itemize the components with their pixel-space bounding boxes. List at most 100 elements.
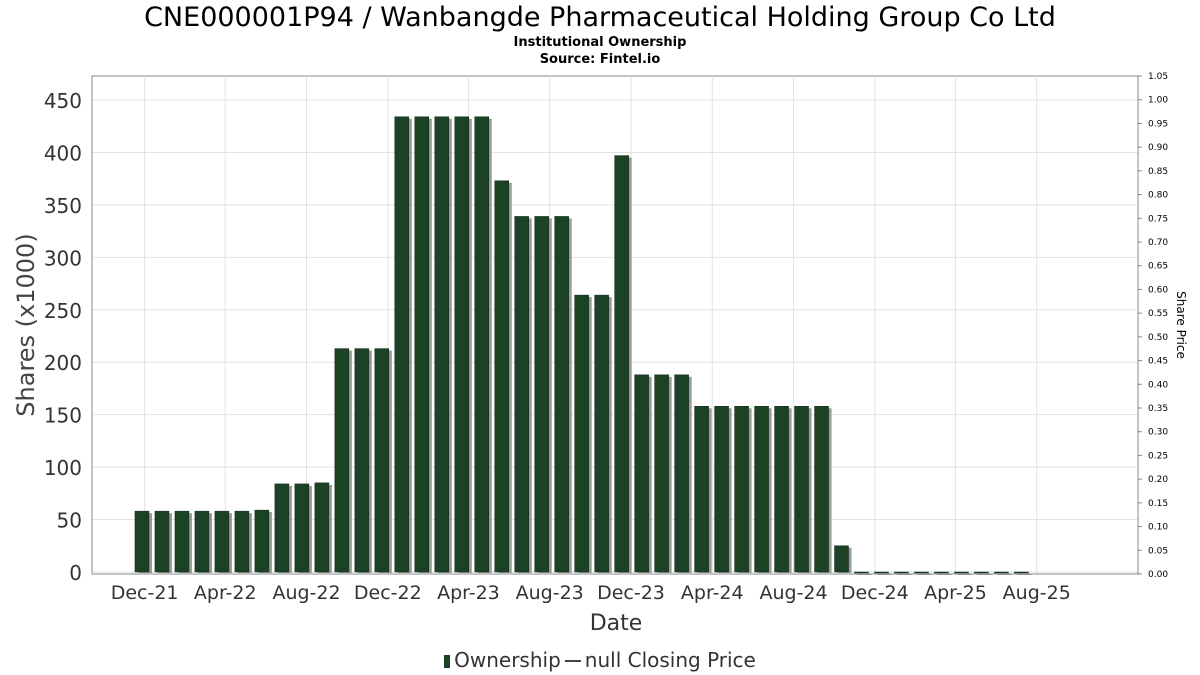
x-axis-label: Date xyxy=(590,611,643,636)
ownership-bar xyxy=(874,571,889,574)
x-tick-label: Apr-25 xyxy=(924,582,987,604)
price-line-icon xyxy=(564,660,581,662)
ownership-swatch-icon xyxy=(444,655,451,668)
ownership-bar xyxy=(794,406,809,573)
legend: Ownership null Closing Price xyxy=(0,648,1200,672)
y-tick-label: 400 xyxy=(44,141,82,165)
chart-source: Source: Fintel.io xyxy=(539,52,661,67)
ownership-bar xyxy=(394,116,410,573)
y2-tick-label: 0.15 xyxy=(1148,499,1168,509)
ownership-bar xyxy=(214,510,230,573)
ownership-bar xyxy=(954,571,969,574)
ownership-bar xyxy=(914,571,929,574)
ownership-bar xyxy=(494,180,509,573)
chart-title: CNE000001P94 / Wanbangde Pharmaceutical … xyxy=(144,2,1056,33)
y-tick-label: 300 xyxy=(44,246,82,270)
y2-tick-label: 0.50 xyxy=(1148,333,1168,343)
ownership-bar xyxy=(754,406,769,573)
y2-tick-label: 0.60 xyxy=(1148,285,1168,295)
ownership-bar xyxy=(414,116,430,573)
chart-subtitle: Institutional Ownership xyxy=(513,35,687,50)
y2-tick-label: 0.20 xyxy=(1148,475,1168,485)
ownership-bar xyxy=(474,116,490,573)
y2-tick-label: 0.75 xyxy=(1148,214,1168,224)
ownership-bar xyxy=(674,374,689,573)
ownership-bar xyxy=(814,406,829,573)
ownership-bar xyxy=(574,294,589,573)
y2-tick-label: 0.00 xyxy=(1148,570,1168,580)
ownership-bar xyxy=(294,483,310,573)
ownership-bar xyxy=(634,374,649,573)
x-tick-label: Dec-22 xyxy=(354,582,422,604)
axes: 0 50 100 150 200 250 300 350 400 450 Dec-21 Apr-22 A… xyxy=(44,72,1169,604)
y-tick-label: 200 xyxy=(44,351,82,375)
y2-tick-label: 0.35 xyxy=(1148,404,1168,414)
y2-tick-label: 1.00 xyxy=(1148,96,1168,106)
x-tick-label: Aug-24 xyxy=(759,582,827,604)
x-tick-label: Dec-21 xyxy=(111,582,179,604)
y2-tick-label: 0.70 xyxy=(1148,238,1168,248)
ownership-bar xyxy=(714,406,729,573)
ownership-bar xyxy=(254,509,270,573)
ownership-bar xyxy=(454,116,470,573)
ownership-bar xyxy=(274,483,290,573)
y2-tick-label: 0.25 xyxy=(1148,451,1168,461)
y2-tick-label: 0.05 xyxy=(1148,546,1168,556)
ownership-bar xyxy=(734,406,749,573)
ownership-bar xyxy=(1014,571,1029,574)
y2-tick-label: 1.05 xyxy=(1148,72,1168,82)
x-tick-label: Apr-24 xyxy=(681,582,744,604)
ownership-bar xyxy=(934,571,949,574)
ownership-bar xyxy=(994,571,1009,574)
y2-tick-label: 0.95 xyxy=(1148,119,1168,129)
ownership-bar xyxy=(654,374,669,573)
x-tick-label: Apr-23 xyxy=(437,582,500,604)
ownership-bar xyxy=(354,348,370,573)
y-tick-label: 250 xyxy=(44,299,82,323)
ownership-bar xyxy=(134,510,150,573)
ownership-bar xyxy=(514,216,529,573)
ownership-bar xyxy=(974,571,989,574)
y2-tick-label: 0.65 xyxy=(1148,262,1168,272)
x-tick-label: Aug-22 xyxy=(272,582,340,604)
y-axis-label: Shares (x1000) xyxy=(12,233,40,416)
x-tick-label: Aug-23 xyxy=(516,582,584,604)
ownership-bar xyxy=(334,348,350,573)
y2-tick-label: 0.55 xyxy=(1148,309,1168,319)
y-tick-label: 100 xyxy=(44,456,82,480)
y2-tick-label: 0.80 xyxy=(1148,191,1168,201)
ownership-bar xyxy=(694,406,709,573)
y-tick-label: 350 xyxy=(44,194,82,218)
ownership-bar xyxy=(614,155,629,573)
ownership-bar xyxy=(774,406,789,573)
ownership-bar xyxy=(194,510,210,573)
y-tick-label: 150 xyxy=(44,404,82,428)
y2-tick-label: 0.85 xyxy=(1148,167,1168,177)
x-tick-label: Dec-24 xyxy=(841,582,909,604)
y2-tick-label: 0.40 xyxy=(1148,380,1168,390)
x-tick-label: Dec-23 xyxy=(597,582,665,604)
legend-price: null Closing Price xyxy=(584,648,756,672)
ownership-bar xyxy=(154,510,170,573)
x-tick-label: Aug-25 xyxy=(1003,582,1071,604)
y2-axis-label: Share Price xyxy=(1174,291,1188,359)
legend-ownership: Ownership xyxy=(454,648,561,672)
y2-tick-label: 0.90 xyxy=(1148,143,1168,153)
ownership-bar xyxy=(374,348,390,573)
bar-series xyxy=(134,116,1032,575)
ownership-bar xyxy=(554,216,569,573)
y2-tick-label: 0.10 xyxy=(1148,523,1168,533)
y-tick-label: 450 xyxy=(44,89,82,113)
y-tick-label: 50 xyxy=(57,509,82,533)
ownership-bar xyxy=(534,216,549,573)
ownership-bar xyxy=(434,116,450,573)
y2-tick-label: 0.45 xyxy=(1148,357,1168,367)
ownership-bar xyxy=(854,571,869,574)
ownership-bar xyxy=(894,571,909,574)
y-tick-label: 0 xyxy=(69,561,82,585)
ownership-bar xyxy=(314,482,330,573)
ownership-bar xyxy=(834,545,849,573)
ownership-bar xyxy=(594,294,609,573)
ownership-bar xyxy=(234,510,250,573)
